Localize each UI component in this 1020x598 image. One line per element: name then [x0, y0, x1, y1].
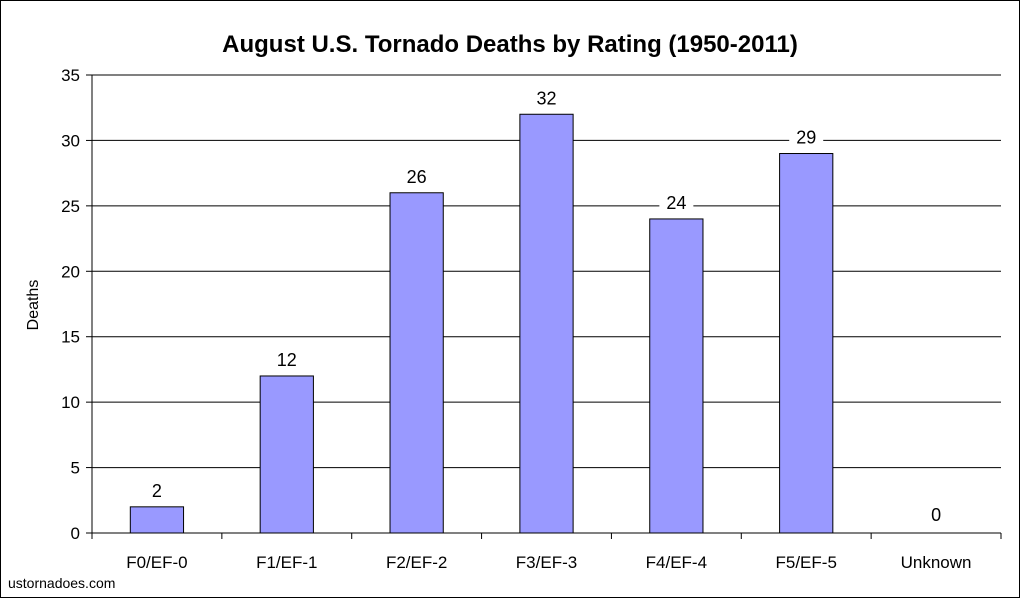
y-tick-label: 15 [61, 328, 80, 347]
x-tick-label: F2/EF-2 [386, 553, 447, 572]
x-tick-label: F0/EF-0 [126, 553, 187, 572]
x-tick-label: Unknown [901, 553, 972, 572]
y-tick-label: 30 [61, 131, 80, 150]
data-label: 0 [931, 505, 941, 525]
data-label: 29 [796, 128, 816, 148]
data-label: 2 [152, 481, 162, 501]
data-label: 24 [666, 193, 686, 213]
data-label: 12 [277, 350, 297, 370]
data-label-background [529, 87, 564, 110]
y-tick-label: 5 [71, 459, 80, 478]
data-label-background [269, 348, 304, 371]
bar-f2-ef-2 [389, 192, 444, 534]
bar-f1-ef-1 [259, 375, 314, 534]
data-label-background [659, 191, 694, 214]
data-label-background [789, 126, 824, 149]
y-tick-label: 35 [61, 66, 80, 85]
source-credit: ustornadoes.com [8, 575, 115, 591]
data-label-background [144, 479, 169, 502]
y-tick-label: 20 [61, 262, 80, 281]
y-axis-label: Deaths [25, 280, 42, 331]
x-tick-label: F4/EF-4 [646, 553, 707, 572]
bar-f0-ef-0 [129, 506, 185, 534]
y-tick-label: 25 [61, 197, 80, 216]
data-label-background [924, 504, 949, 526]
bar-f3-ef-3 [519, 113, 574, 534]
data-label: 32 [536, 88, 556, 108]
bar-f5-ef-5 [779, 153, 834, 534]
data-labels: 2 12 26 32 24 29 0 [144, 87, 949, 526]
data-label: 26 [407, 167, 427, 187]
x-tick-label: F3/EF-3 [516, 553, 577, 572]
x-tick-label: F1/EF-1 [256, 553, 317, 572]
y-tick-label: 10 [61, 393, 80, 412]
bar-f4-ef-4 [649, 218, 704, 534]
bars [129, 113, 834, 534]
y-tick-label: 0 [71, 524, 80, 543]
chart-title: August U.S. Tornado Deaths by Rating (19… [222, 31, 798, 58]
data-label-background [399, 165, 434, 188]
x-tick-label: F5/EF-5 [776, 553, 837, 572]
